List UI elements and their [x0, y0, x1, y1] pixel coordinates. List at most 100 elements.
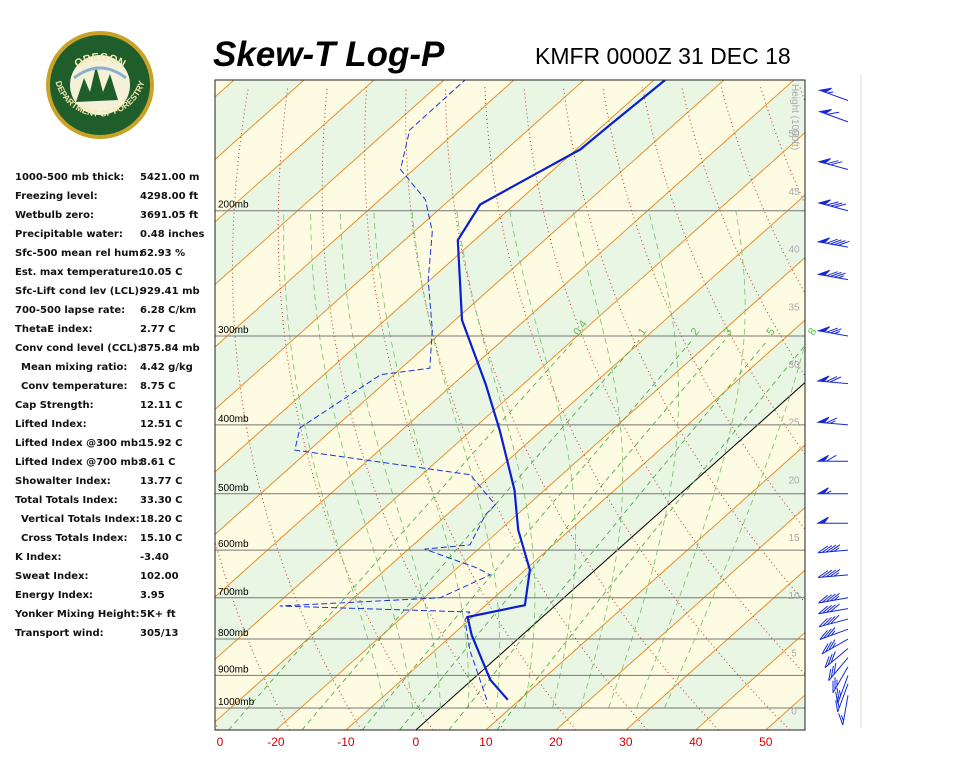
stat-label: K Index:: [15, 552, 61, 563]
stats-table: 1000-500 mb thick: 5421.00 m Freezing leve…: [14, 172, 205, 639]
logo-top-text: OREGON: [73, 51, 128, 70]
wind-barb: [819, 627, 849, 640]
stat-label: Lifted Index @700 mb:: [15, 457, 142, 468]
stat-value: 12.11 C: [140, 400, 182, 411]
stat-value: 6.28 C/km: [140, 305, 196, 316]
stat-value: 3691.05 ft: [140, 210, 198, 221]
y2-tick-label: 30: [788, 360, 800, 371]
freezing-isotherm: [415, 381, 805, 730]
y-tick-label: 300mb: [218, 325, 249, 336]
dry-adiabat: [681, 86, 805, 377]
stat-value: 12.51 C: [140, 419, 182, 430]
stat-label: ThetaE index:: [15, 324, 93, 335]
mixing-ratio-line: [228, 339, 575, 730]
dewpoint-line: [279, 80, 496, 700]
mixing-ratio-line: [496, 344, 805, 730]
y2-tick-label: 10: [788, 591, 800, 602]
stat-label: Sfc-Lift cond lev (LCL):: [15, 286, 143, 297]
x-tick-label: 30: [619, 735, 633, 749]
wind-barb: [816, 516, 849, 524]
stat-label: Precipitable water:: [15, 229, 123, 240]
y-tick-label: 800mb: [218, 628, 249, 639]
x-tick-label: -10: [337, 735, 355, 749]
wind-barb: [835, 675, 849, 704]
stat-label: Yonker Mixing Height:: [14, 609, 140, 620]
y2-tick-label: 45: [788, 187, 800, 198]
temperature-line: [456, 80, 666, 701]
isotherm: [625, 569, 805, 730]
isotherm: [215, 131, 805, 661]
wind-barb: [817, 109, 849, 123]
mixing-ratio-line: [301, 339, 640, 730]
stat-value: 102.00: [140, 571, 179, 582]
stat-label: Vertical Totals Index:: [21, 514, 140, 525]
y2-tick-label: 35: [788, 302, 800, 313]
wind-barb: [816, 326, 849, 337]
y-tick-label: 900mb: [218, 664, 249, 675]
y2-axis-label: Height (1000ft): [789, 84, 800, 150]
dry-adiabat: [444, 86, 719, 730]
isotherm-band: [836, 80, 960, 730]
plot-area: [215, 80, 960, 730]
y2-tick-label: 25: [788, 418, 800, 429]
wind-barb: [832, 666, 849, 693]
isotherm-band: [215, 195, 805, 730]
wind-barb: [817, 544, 849, 554]
stat-value: 4298.00 ft: [140, 191, 198, 202]
stat-value: 8.61 C: [140, 457, 176, 468]
wind-barb: [817, 158, 849, 170]
isotherm: [485, 444, 805, 730]
stat-value: 13.77 C: [140, 476, 182, 487]
stat-value: 929.41 mb: [140, 286, 200, 297]
isotherm: [275, 256, 805, 730]
isotherm: [215, 80, 375, 223]
stat-value: 4.42 g/kg: [140, 362, 193, 373]
wind-barb: [817, 569, 849, 578]
stat-label: Est. max temperature:: [15, 267, 142, 278]
stat-label: Lifted Index:: [15, 419, 87, 430]
x-tick-label: 10: [479, 735, 493, 749]
y2-tick-label: 15: [788, 533, 800, 544]
isotherm: [215, 80, 655, 473]
stat-label: Freezing level:: [15, 191, 98, 202]
isotherm: [215, 80, 725, 536]
moist-adiabat: [456, 210, 536, 708]
y2-tick-label: 0: [791, 706, 797, 717]
y-tick-label: 700mb: [218, 587, 249, 598]
y2-tick-label: 40: [788, 245, 800, 256]
wind-barb: [824, 648, 849, 669]
stat-label: Total Totals Index:: [15, 495, 118, 506]
stat-label: Mean mixing ratio:: [21, 362, 127, 373]
wind-barb: [816, 269, 849, 281]
x-tick-label: 0: [413, 735, 420, 749]
x-tick-label: 50: [759, 735, 773, 749]
y2-tick-label: 50: [788, 129, 800, 140]
y-tick-label: 200mb: [218, 200, 249, 211]
stat-label: Sfc-500 mean rel hum:: [15, 248, 143, 259]
isotherm: [836, 80, 960, 730]
y2-tick-label: 20: [788, 475, 800, 486]
wind-barb: [818, 614, 849, 628]
wind-barb: [818, 603, 849, 615]
stat-label: Transport wind:: [15, 628, 104, 639]
wind-barb: [838, 695, 849, 726]
dry-adiabat: [232, 86, 362, 730]
stat-label: Cap Strength:: [15, 400, 94, 411]
y2-tick-label: 5: [791, 649, 797, 660]
dry-adiabat: [799, 86, 805, 104]
stat-value: -3.40: [140, 552, 169, 563]
y-tick-label: 1000mb: [218, 697, 255, 708]
stat-value: 305/13: [140, 628, 178, 639]
x-tick-label: 40: [689, 735, 703, 749]
wind-barb: [816, 416, 849, 426]
mixing-ratio-label: 3: [721, 326, 734, 338]
y-tick-label: 600mb: [218, 539, 249, 550]
isotherm-band: [215, 132, 805, 722]
stat-value: 18.20 C: [140, 514, 182, 525]
y-tick-label: 500mb: [218, 483, 249, 494]
moist-adiabat: [373, 210, 470, 708]
stat-value: 2.77 C: [140, 324, 176, 335]
stat-value: 33.30 C: [140, 495, 182, 506]
dry-adiabat: [918, 87, 960, 730]
